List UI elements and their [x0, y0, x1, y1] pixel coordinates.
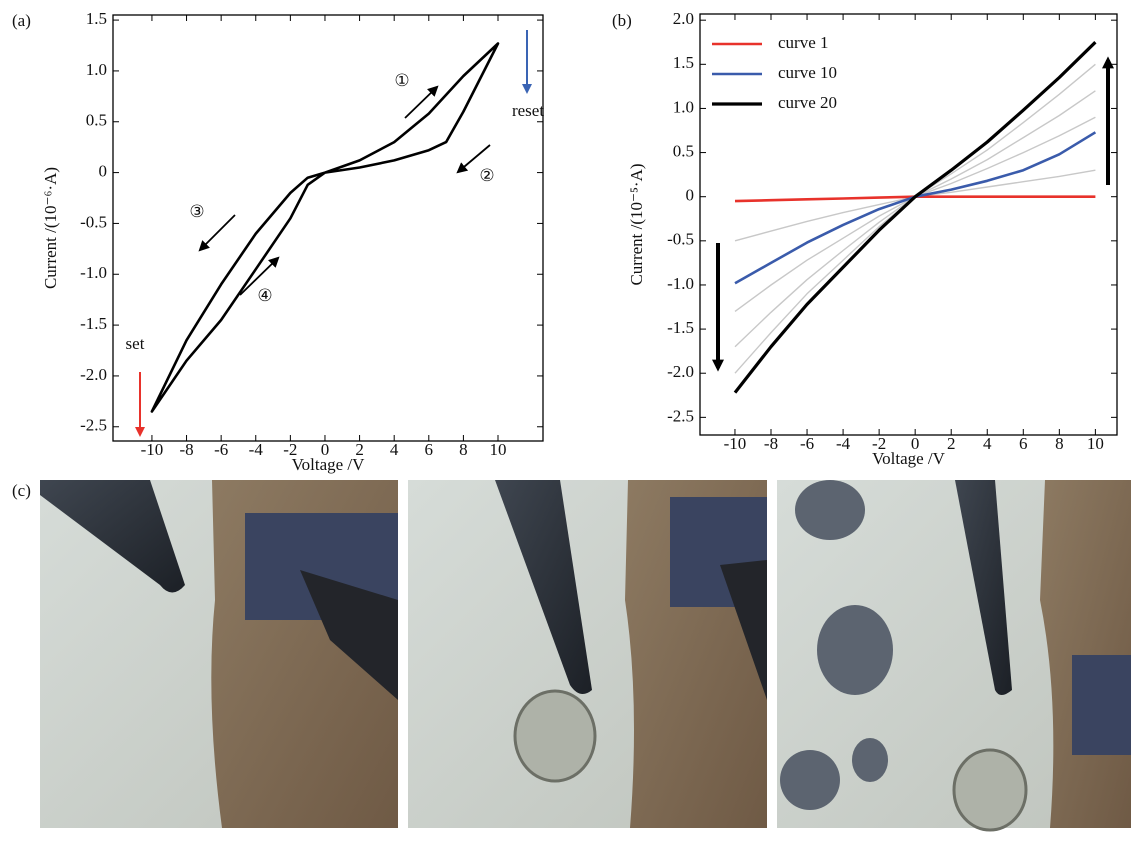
annotation: reset [512, 101, 544, 120]
legend-label: curve 1 [778, 33, 829, 52]
y-tick-label: -0.5 [80, 212, 107, 231]
x-tick-label: -8 [179, 440, 193, 459]
x-tick-label: 6 [425, 440, 434, 459]
y-tick-label: -2.0 [80, 365, 107, 384]
data-line [735, 91, 1095, 347]
x-tick-label: 2 [947, 434, 956, 453]
legend-label: curve 10 [778, 63, 837, 82]
y-axis-label: Current /(10⁻⁵·A) [627, 163, 646, 285]
panel-label: (c) [12, 481, 31, 500]
x-tick-label: -2 [872, 434, 886, 453]
x-tick-label: -6 [214, 440, 228, 459]
x-tick-label: 8 [459, 440, 468, 459]
y-tick-label: -2.0 [667, 362, 694, 381]
x-tick-label: -4 [836, 434, 851, 453]
y-tick-label: 0 [686, 186, 695, 205]
y-tick-label: 0.5 [86, 111, 107, 130]
arrows [140, 30, 1108, 435]
y-tick-label: -2.5 [80, 416, 107, 435]
page: (c) (a)Voltage /VCurrent /(10⁻⁶·A)-10-8-… [0, 0, 1131, 859]
y-tick-label: 1.0 [673, 97, 694, 116]
figure: (c) (a)Voltage /VCurrent /(10⁻⁶·A)-10-8-… [0, 0, 1131, 854]
y-tick-label: -1.0 [80, 263, 107, 282]
x-tick-label: 0 [911, 434, 920, 453]
legend-label: curve 20 [778, 93, 837, 112]
x-tick-label: 8 [1055, 434, 1064, 453]
x-tick-label: -4 [249, 440, 264, 459]
data-line [735, 117, 1095, 311]
x-tick-label: -6 [800, 434, 814, 453]
y-tick-label: 1.5 [86, 9, 107, 28]
data-line [152, 44, 498, 412]
x-tick-label: 10 [490, 440, 507, 459]
micrograph-3 [777, 480, 1131, 830]
y-tick-label: 1.0 [86, 60, 107, 79]
plot-frame [113, 15, 543, 441]
x-tick-label: 10 [1087, 434, 1104, 453]
x-tick-label: 4 [983, 434, 992, 453]
x-tick-label: -8 [764, 434, 778, 453]
y-tick-label: 1.5 [673, 53, 694, 72]
annotation: ③ [189, 202, 204, 221]
x-tick-label: -10 [141, 440, 164, 459]
panel-label: (b) [612, 11, 632, 30]
x-tick-label: 4 [390, 440, 399, 459]
x-tick-label: 0 [321, 440, 330, 459]
y-tick-label: -0.5 [667, 230, 694, 249]
annotation: ① [394, 71, 409, 90]
y-tick-label: 0.5 [673, 141, 694, 160]
y-axis-label: Current /(10⁻⁶·A) [41, 167, 60, 289]
micrograph-1 [40, 480, 398, 828]
plot-frame [700, 14, 1117, 435]
data-line [735, 170, 1095, 241]
y-tick-label: -1.5 [667, 318, 694, 337]
y-tick-label: -1.0 [667, 274, 694, 293]
y-tick-label: 2.0 [673, 9, 694, 28]
y-tick-label: -2.5 [667, 406, 694, 425]
x-tick-label: 2 [355, 440, 364, 459]
y-tick-label: -1.5 [80, 314, 107, 333]
panel-label: (a) [12, 11, 31, 30]
micrograph-2 [408, 480, 767, 828]
annotation: set [126, 334, 145, 353]
x-tick-label: -2 [283, 440, 297, 459]
y-tick-label: 0 [99, 161, 108, 180]
annotation: ④ [257, 286, 272, 305]
x-tick-label: 6 [1019, 434, 1028, 453]
annotation: ② [479, 166, 494, 185]
x-tick-label: -10 [724, 434, 747, 453]
data-line [735, 132, 1095, 283]
